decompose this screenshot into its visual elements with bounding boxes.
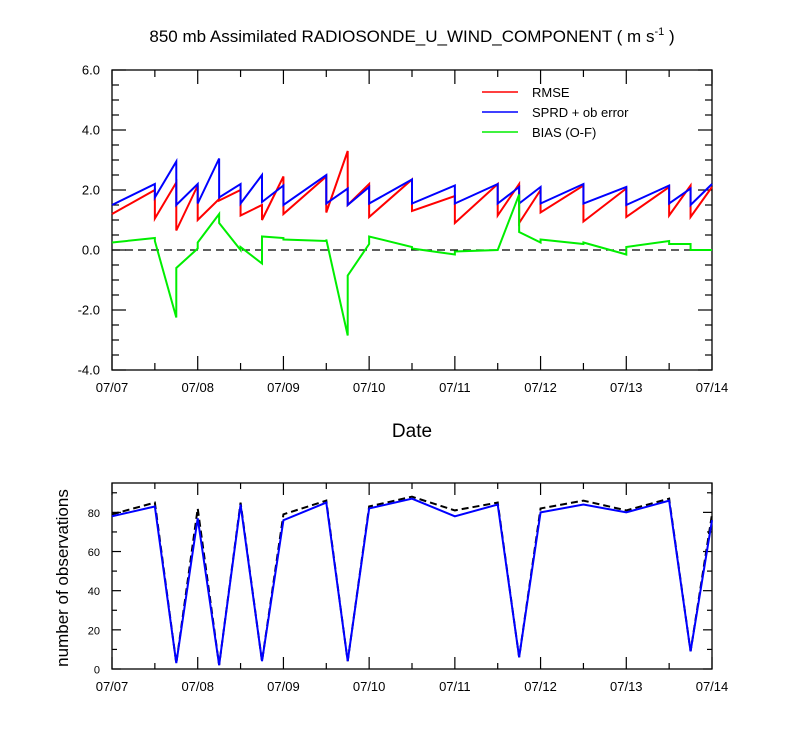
x-tick-label: 07/08 — [181, 679, 214, 694]
series-line-bias-o-f- — [111, 194, 712, 336]
top-ytick-labels: 6.0 4.0 2.0 0.0 -2.0 -4.0 — [78, 63, 100, 378]
y-tick-label: 0 — [94, 665, 100, 677]
y-tick-label: 2.0 — [82, 183, 100, 198]
x-tick-label: 07/07 — [96, 679, 129, 694]
x-tick-label: 07/12 — [524, 679, 557, 694]
bottom-xtick-labels: 07/07 07/08 07/09 07/10 07/11 07/12 07/13 07/14 — [96, 679, 729, 694]
x-tick-label: 07/14 — [696, 380, 729, 395]
y-tick-label: 40 — [88, 586, 100, 598]
bottom-ticks — [111, 483, 713, 670]
y-tick-label: 80 — [88, 508, 100, 520]
y-tick-label: 0.0 — [82, 243, 100, 258]
bottom-panel: 80 60 40 20 0 07/07 07/08 07/09 07/10 07/11 07/12… — [53, 482, 729, 694]
top-panel: 850 mb Assimilated RADIOSONDE_U_WIND_COM… — [78, 26, 729, 442]
bottom-ytick-labels: 80 60 40 20 0 — [88, 508, 100, 677]
x-tick-label: 07/13 — [610, 380, 643, 395]
x-tick-label: 07/12 — [524, 380, 557, 395]
x-tick-label: 07/07 — [96, 380, 129, 395]
y-tick-label: 6.0 — [82, 63, 100, 78]
x-tick-label: 07/09 — [267, 380, 300, 395]
top-legend: RMSE SPRD + ob error BIAS (O-F) — [482, 85, 629, 140]
y-tick-label: 4.0 — [82, 123, 100, 138]
top-series — [111, 150, 713, 336]
series-line-solid-1 — [111, 497, 713, 666]
x-tick-label: 07/10 — [353, 679, 386, 694]
top-x-axis-label: Date — [392, 421, 432, 442]
legend-label-rmse: RMSE — [532, 85, 570, 100]
top-chart-title: 850 mb Assimilated RADIOSONDE_U_WIND_COM… — [149, 26, 674, 46]
x-tick-label: 07/11 — [439, 380, 471, 395]
y-tick-label: -2.0 — [78, 303, 100, 318]
y-tick-label: 60 — [88, 547, 100, 559]
series-line-dashed-0 — [111, 495, 713, 666]
x-tick-label: 07/10 — [353, 380, 386, 395]
top-xtick-labels: 07/07 07/08 07/09 07/10 07/11 07/12 07/13 07/14 — [96, 380, 729, 395]
title-superscript: -1 — [654, 26, 664, 38]
x-tick-label: 07/08 — [181, 380, 214, 395]
series-line-sprd-ob-error — [111, 157, 713, 208]
x-tick-label: 07/13 — [610, 679, 643, 694]
x-tick-label: 07/11 — [439, 679, 471, 694]
x-tick-label: 07/09 — [267, 679, 300, 694]
title-main: 850 mb Assimilated RADIOSONDE_U_WIND_COM… — [149, 27, 654, 46]
x-tick-label: 07/14 — [696, 679, 729, 694]
bottom-y-axis-label: number of observations — [53, 489, 72, 667]
y-tick-label: 20 — [88, 625, 100, 637]
title-end: ) — [664, 27, 674, 46]
y-tick-label: -4.0 — [78, 363, 100, 378]
bottom-series — [111, 495, 713, 666]
legend-label-sprd: SPRD + ob error — [532, 105, 629, 120]
legend-label-bias: BIAS (O-F) — [532, 125, 596, 140]
